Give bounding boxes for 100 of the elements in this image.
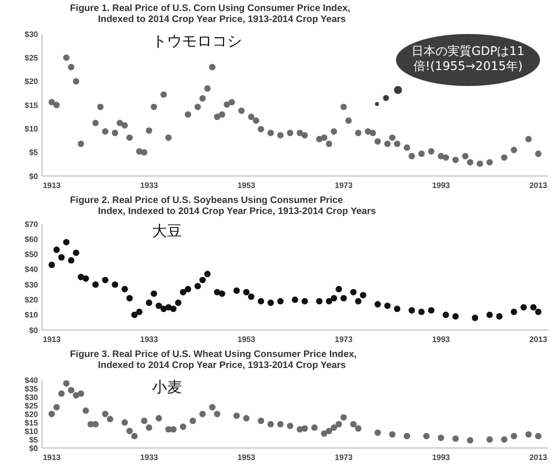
point [330,424,338,431]
point [486,436,493,443]
point [92,281,99,288]
point [486,312,493,318]
point [292,296,298,303]
x-tick-label: 1953 [237,335,256,344]
point [175,300,182,306]
point [122,419,128,426]
point [438,434,444,441]
y-tick-label: $60 [24,234,39,244]
x-tick-label: 1953 [237,181,256,190]
point [180,288,186,296]
x-tick-label: 1913 [42,335,62,344]
point [180,424,186,430]
x-tick-label: 1973 [334,181,354,190]
y-tick-label: $30 [24,30,39,39]
point [452,435,459,442]
point [258,298,264,304]
y-tick-label: $5 [29,435,39,444]
y-tick-label: $15 [24,418,39,428]
point [418,308,425,316]
point [63,380,70,387]
point [267,300,274,306]
annotation: 日本の実質GDPは11 倍!(1955→2015年) [411,44,525,73]
point [384,302,391,309]
point [374,430,381,436]
point [389,431,396,438]
chart-title: Figure 3. Real Price of U.S. Wheat Using Consumer Price Index, Indexed to 2014 Crop Year Price, 1913-2014 Crop Years [70,349,357,371]
point [355,425,362,432]
point [82,407,89,414]
point [106,416,114,422]
y-tick-label: $50 [24,250,39,260]
point [535,308,542,316]
point [78,390,84,397]
point [326,428,332,434]
chart-title: Figure 2. Real Price of U.S. Soybeans Using Consumer Price Index, Indexed to 2014 Crop Year Price, 1913-2014 Crop Years [70,195,376,217]
point [374,301,381,308]
point [112,281,118,288]
y-tick-label: $10 [24,310,39,320]
chart-title: Figure 1. Real Price of U.S. Corn Using Consumer Price Index, Indexed to 2014 Crop Year Price, 1913-2014 Crop Years [70,3,350,25]
y-tick-label: $25 [24,53,39,62]
point [122,286,128,292]
point [131,312,138,318]
point [320,430,328,437]
point [58,254,65,261]
y-tick-label: $70 [24,220,39,229]
point [58,390,65,397]
point [442,312,450,318]
point [496,313,503,320]
point [423,432,430,440]
point [316,298,323,304]
y-tick-label: $0 [29,172,39,181]
point [72,250,80,256]
point [501,436,508,443]
x-tick-label: 1933 [140,181,158,190]
point [146,424,152,431]
point [199,276,206,284]
point [258,418,264,424]
point [63,238,70,246]
point [190,418,196,424]
point [233,412,240,419]
point [243,288,250,296]
point [194,282,201,290]
point [214,410,220,418]
x-tick-label: 1913 [42,181,62,190]
point [48,410,55,418]
y-tick-label: $20 [24,296,39,305]
point [340,295,347,302]
series-label: 小麦 [152,378,182,396]
point [53,246,60,253]
point [394,306,400,312]
x-tick-label: 1993 [432,181,450,190]
point [302,298,308,304]
y-tick-label: $15 [24,100,39,110]
x-tick-label: 1993 [432,335,450,344]
x-tick-label: 1933 [140,335,158,344]
y-tick-label: $0 [29,326,39,335]
point [204,270,211,278]
point [126,295,133,302]
point [330,295,338,302]
point [170,426,177,432]
y-tick-label: $5 [29,148,39,158]
point [218,290,226,297]
point [48,262,55,268]
point [146,300,152,306]
y-tick-label: $25 [24,401,39,410]
y-tick-label: $40 [24,265,39,274]
point [355,298,362,304]
y-tick-label: $10 [24,124,39,134]
point [472,314,478,322]
point [428,307,434,314]
point [170,306,177,312]
y-tick-label: $30 [24,392,39,402]
text: 大豆 [152,222,182,240]
y-tick-label: $30 [24,280,39,290]
point [535,432,542,440]
y-tick-label: $10 [24,426,39,436]
point [243,415,250,422]
point [466,437,474,444]
x-tick-label: 1933 [140,453,158,462]
